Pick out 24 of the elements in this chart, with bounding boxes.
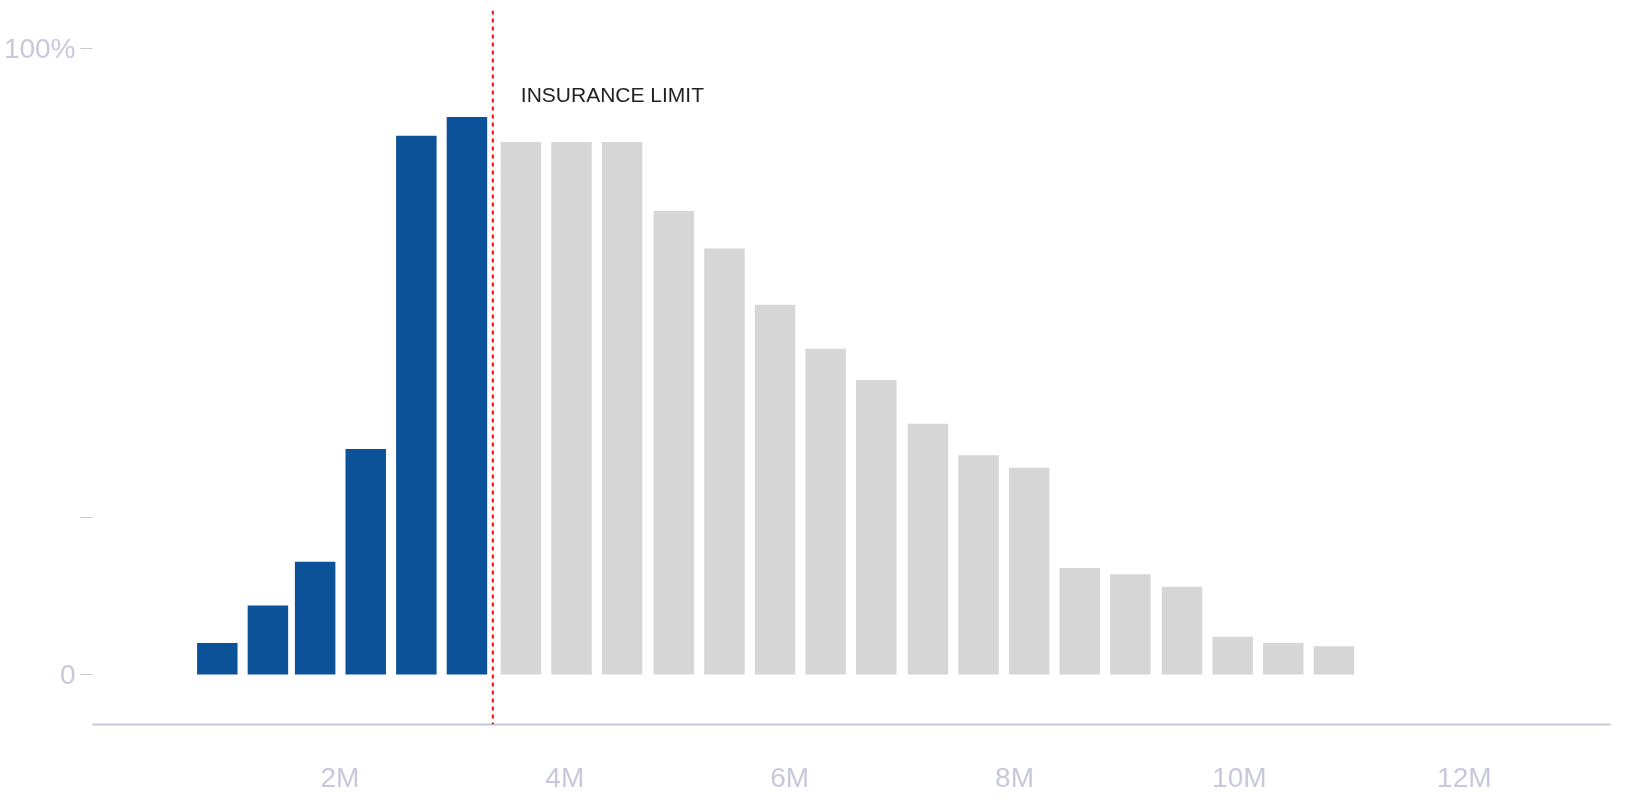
- bar: [197, 643, 238, 675]
- bar: [1059, 567, 1100, 675]
- bar: [345, 448, 386, 675]
- bar: [396, 135, 437, 675]
- bar: [247, 605, 289, 675]
- bar: [958, 455, 999, 675]
- bar: [1110, 574, 1151, 675]
- bar: [1008, 467, 1050, 675]
- bar: [601, 142, 643, 675]
- bar: [653, 210, 695, 675]
- bar: [907, 423, 949, 675]
- ref-line-label: INSURANCE LIMIT: [520, 82, 705, 106]
- bar: [551, 142, 592, 675]
- bar: [500, 142, 542, 675]
- bar: [1313, 646, 1355, 675]
- bar: [294, 561, 336, 675]
- bar: [1263, 643, 1304, 675]
- bar: [1212, 636, 1253, 675]
- bar: [754, 304, 796, 675]
- bar: [704, 248, 745, 675]
- bar: [856, 380, 897, 675]
- bar: [446, 116, 488, 675]
- bar: [805, 348, 846, 675]
- bar: [1161, 586, 1203, 675]
